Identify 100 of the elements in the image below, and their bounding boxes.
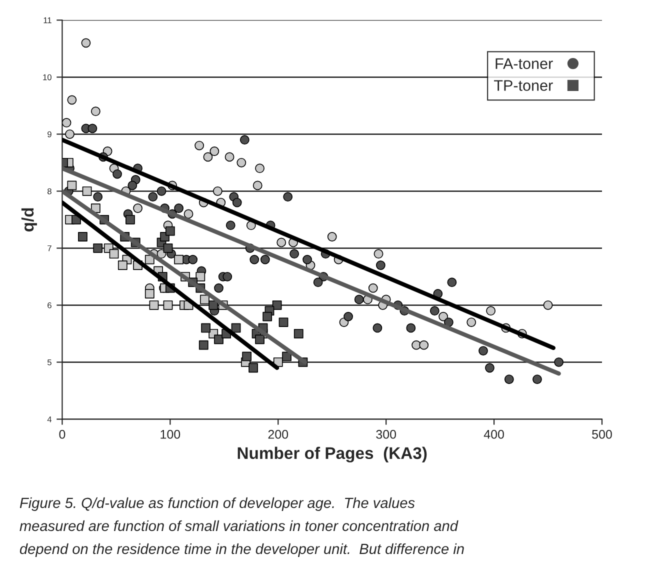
point: [260, 254, 270, 264]
point: [430, 306, 440, 316]
legend-label: TP-toner: [494, 80, 553, 91]
y-tick-label: 8: [48, 188, 52, 194]
point: [196, 272, 206, 282]
point: [466, 318, 476, 327]
point: [236, 158, 246, 168]
y-tick-label: 9: [48, 131, 52, 138]
point: [90, 106, 100, 116]
point: [212, 186, 222, 196]
point: [149, 300, 159, 310]
x-tick-label: 400: [484, 430, 504, 439]
point: [65, 129, 74, 139]
point: [262, 312, 272, 322]
point: [255, 334, 264, 344]
point: [156, 186, 166, 196]
point: [419, 340, 429, 350]
point: [198, 340, 208, 350]
y-tick-label: 6: [48, 302, 52, 308]
point: [133, 204, 142, 213]
point: [252, 180, 262, 190]
point: [163, 243, 173, 253]
point: [242, 352, 252, 362]
point: [255, 164, 264, 174]
point: [78, 232, 88, 242]
caption: Figure 5. Q/d-value as function of developer age. The values: [20, 497, 415, 511]
point: [62, 118, 72, 128]
y-tick-label: 10: [43, 74, 52, 80]
point: [354, 294, 364, 304]
x-tick-label: 300: [376, 430, 396, 439]
y-tick-label: 4: [47, 416, 52, 422]
point: [203, 152, 213, 162]
point: [248, 363, 258, 373]
point: [278, 318, 288, 327]
point: [126, 214, 135, 224]
x-axis-title: Number of Pages (KA3): [238, 446, 427, 462]
point: [88, 124, 98, 134]
point: [67, 95, 77, 105]
text: measured are function of small variations in toner concentration and: [20, 520, 458, 532]
point: [240, 135, 250, 145]
point: [148, 192, 158, 202]
point: [109, 249, 119, 259]
point: [283, 192, 293, 202]
point: [214, 334, 224, 344]
point: [210, 146, 220, 156]
point: [214, 283, 224, 293]
point: [282, 352, 292, 362]
point: [208, 300, 218, 310]
point: [222, 272, 232, 282]
y-tick-label: 5: [47, 359, 52, 366]
point: [112, 169, 122, 179]
text: depend on the residence time in the developer unit. But difference in: [20, 543, 464, 557]
point: [201, 323, 210, 333]
x-tick-label: 0: [59, 430, 66, 439]
point: [93, 192, 103, 202]
point: [376, 260, 386, 270]
x-tick-label: 100: [160, 430, 180, 439]
point: [554, 357, 564, 367]
point: [81, 38, 91, 48]
point: [67, 180, 77, 190]
point: [276, 238, 286, 248]
point: [372, 323, 382, 333]
point: [224, 152, 234, 162]
point: [272, 300, 282, 310]
point: [174, 254, 184, 264]
point: [250, 254, 260, 264]
point: [294, 328, 304, 338]
point: [504, 374, 514, 384]
point: [188, 254, 198, 264]
point: [486, 306, 496, 316]
point: [302, 254, 312, 264]
point: [82, 186, 92, 196]
x-tick-label: 200: [268, 430, 288, 439]
point: [327, 232, 337, 242]
point: [118, 260, 128, 270]
point: [232, 198, 242, 208]
point: [374, 249, 384, 259]
point: [144, 254, 154, 264]
point: [165, 226, 175, 236]
point: [447, 278, 457, 288]
legend-label: FA-toner: [496, 58, 553, 70]
point: [93, 243, 103, 253]
point: [485, 363, 494, 373]
point: [174, 204, 184, 213]
point: [290, 249, 300, 259]
point: [438, 312, 448, 322]
point: [144, 289, 154, 298]
y-axis-title: q/d: [21, 208, 37, 232]
y-tick-label: 7: [48, 245, 52, 252]
point: [406, 323, 416, 333]
x-tick-label: 500: [592, 430, 612, 439]
point: [194, 140, 204, 150]
point: [313, 278, 323, 288]
point: [532, 374, 542, 384]
point: [543, 300, 553, 310]
point: [368, 283, 378, 293]
point: [478, 346, 488, 356]
point: [128, 180, 138, 190]
point: [344, 312, 353, 322]
point: [184, 209, 194, 219]
